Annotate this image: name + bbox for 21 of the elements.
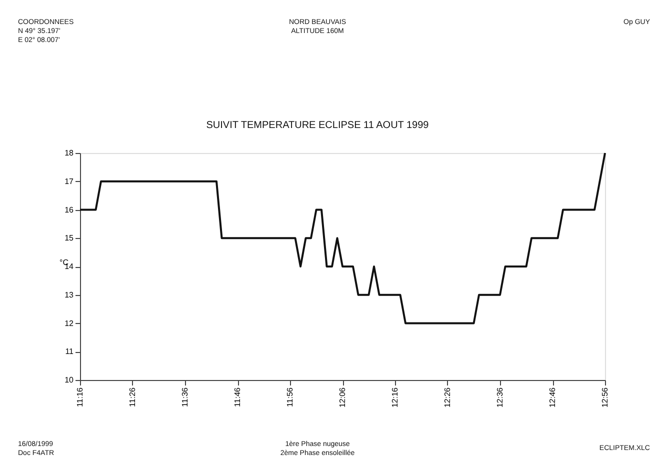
- x-tick-label: 12:56: [600, 386, 610, 408]
- y-tick-label: 18: [64, 148, 74, 158]
- x-tick-label: 11:16: [76, 386, 84, 407]
- y-tick-label: 17: [64, 176, 74, 186]
- x-tick-label: 11:26: [128, 386, 137, 407]
- x-tick-label: 11:56: [285, 386, 294, 407]
- y-tick-label: 16: [64, 205, 74, 214]
- chart-title: SUIVIT TEMPERATURE ECLIPSE 11 AOUT 1999: [206, 120, 430, 131]
- x-tick-label: 11:36: [180, 386, 190, 407]
- x-tick-label: 12:16: [390, 386, 400, 408]
- line-series: [79, 152, 606, 324]
- x-tick-label: 12:46: [548, 386, 558, 408]
- x-tick-label: 11:46: [233, 386, 242, 407]
- y-tick-label: 15: [64, 234, 74, 243]
- x-tick-label: 12:36: [496, 386, 505, 408]
- y-tick-label: 11: [65, 347, 74, 356]
- y-tick-label: 13: [64, 290, 74, 300]
- y-tick-label: 10: [64, 376, 74, 384]
- x-tick-label: 12:06: [338, 386, 347, 408]
- x-tick-label: 12:26: [442, 386, 452, 408]
- y-tick-label: 12: [64, 318, 74, 328]
